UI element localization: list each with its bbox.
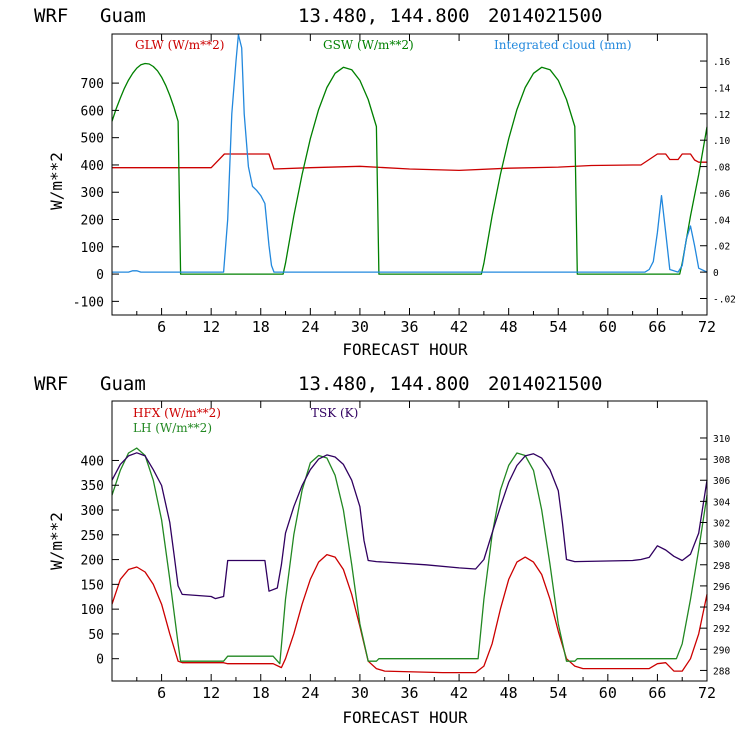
series-line-integrated [112, 34, 708, 273]
x-tick-label: 6 [157, 318, 166, 336]
y-tick-label: 500 [81, 132, 104, 147]
panel1-legend-glw: GLW (W/m**2) [135, 38, 224, 52]
panel1-coords-label: 13.480, 144.800 [298, 5, 470, 27]
y-tick-label: 250 [81, 529, 104, 544]
y2-tick-label: 306 [713, 476, 730, 487]
x-tick-label: 12 [202, 684, 220, 702]
x-tick-label: 48 [500, 318, 518, 336]
y-tick-label: 100 [81, 603, 104, 618]
panel2-legend-tsk: TSK (K) [311, 406, 358, 420]
y-tick-label: 600 [81, 104, 104, 119]
x-tick-label: 18 [252, 684, 270, 702]
x-tick-label: 60 [599, 684, 617, 702]
x-tick-label: 54 [549, 318, 567, 336]
y2-tick-label: 308 [713, 455, 730, 466]
panel1-legend-cloud: Integrated cloud (mm) [494, 38, 632, 52]
x-tick-label: 12 [202, 318, 220, 336]
x-tick-label: 54 [549, 684, 567, 702]
y-tick-label: 400 [81, 454, 104, 469]
panel1-axes: 6 12 18 24 30 36 42 48 54 60 66 72 -100 0 100 200 300 400… [73, 34, 736, 336]
panel2-legend-lh: LH (W/m**2) [133, 421, 212, 435]
x-tick-label: 48 [500, 684, 518, 702]
panel2-legend-hfx: HFX (W/m**2) [133, 406, 221, 420]
y2-tick-label: -.02 [713, 295, 736, 306]
y-tick-label: 150 [81, 578, 104, 593]
x-tick-label: 24 [301, 684, 319, 702]
x-tick-label: 42 [450, 318, 468, 336]
y-tick-label: 0 [96, 653, 104, 668]
y-tick-label: 400 [81, 159, 104, 174]
x-tick-label: 72 [698, 684, 716, 702]
y-tick-label: 200 [81, 554, 104, 569]
x-tick-label: 72 [698, 318, 716, 336]
y2-tick-label: 288 [713, 666, 730, 677]
y-tick-label: 50 [88, 628, 104, 643]
x-tick-label: 30 [351, 318, 369, 336]
panel1-site-label: Guam [100, 5, 146, 27]
x-tick-label: 36 [400, 318, 418, 336]
y-tick-label: 0 [96, 268, 104, 283]
panel1-x-axis-label: FORECAST HOUR [342, 340, 468, 359]
x-tick-label: 36 [400, 684, 418, 702]
x-tick-label: 60 [599, 318, 617, 336]
panel1-init-label: 2014021500 [488, 5, 602, 27]
y2-tick-label: 302 [713, 519, 730, 530]
panel2-init-label: 2014021500 [488, 373, 602, 395]
y2-tick-label: .14 [713, 83, 730, 94]
panel2-y-axis-label: W/m**2 [47, 512, 66, 570]
panel1-legend-gsw: GSW (W/m**2) [323, 38, 414, 52]
y2-tick-label: 292 [713, 624, 730, 635]
y2-tick-label: .04 [713, 215, 730, 226]
panel1-series-group [111, 34, 708, 275]
y2-tick-label: .08 [713, 163, 730, 174]
x-tick-label: 66 [648, 318, 666, 336]
y-tick-label: 100 [81, 241, 104, 256]
panel2-site-label: Guam [100, 373, 146, 395]
panel2-x-axis-label: FORECAST HOUR [342, 708, 468, 727]
y2-tick-label: 300 [713, 540, 730, 551]
y2-tick-label: 310 [713, 434, 730, 445]
panel2-coords-label: 13.480, 144.800 [298, 373, 470, 395]
y2-tick-label: .16 [713, 57, 730, 68]
y2-tick-label: .10 [713, 136, 730, 147]
x-tick-label: 30 [351, 684, 369, 702]
series-line-hfx [111, 553, 708, 674]
x-tick-label: 24 [301, 318, 319, 336]
y-tick-label: -100 [73, 295, 104, 310]
x-tick-label: 6 [157, 684, 166, 702]
y2-tick-label: 298 [713, 561, 730, 572]
y2-tick-label: 294 [713, 603, 730, 614]
y2-tick-label: .12 [713, 110, 730, 121]
y-tick-label: 200 [81, 214, 104, 229]
y2-tick-label: 296 [713, 582, 730, 593]
y2-tick-label: 304 [713, 497, 730, 508]
y-tick-label: 300 [81, 186, 104, 201]
y2-tick-label: .06 [713, 189, 730, 200]
x-tick-label: 42 [450, 684, 468, 702]
panel2-frame [111, 400, 708, 682]
series-line-lh [111, 447, 708, 665]
y-tick-label: 700 [81, 77, 104, 92]
panel1-y-axis-label: W/m**2 [47, 152, 66, 210]
y-tick-label: 350 [81, 479, 104, 494]
panel1-model-label: WRF [34, 5, 68, 27]
y2-tick-label: 0 [713, 268, 719, 279]
panel2-series-group [111, 447, 708, 674]
series-line-glw [112, 153, 707, 172]
series-line-tsk [111, 452, 708, 600]
x-tick-label: 66 [648, 684, 666, 702]
series-line-gsw [111, 62, 708, 275]
panel2-axes: 6 12 18 24 30 36 42 48 54 60 66 72 0 50 100 150 200 250 30… [81, 401, 730, 702]
panel2-model-label: WRF [34, 373, 68, 395]
y2-tick-label: 290 [713, 645, 730, 656]
panel1-frame [111, 33, 708, 316]
y2-tick-label: .02 [713, 242, 730, 253]
y-tick-label: 300 [81, 504, 104, 519]
x-tick-label: 18 [252, 318, 270, 336]
